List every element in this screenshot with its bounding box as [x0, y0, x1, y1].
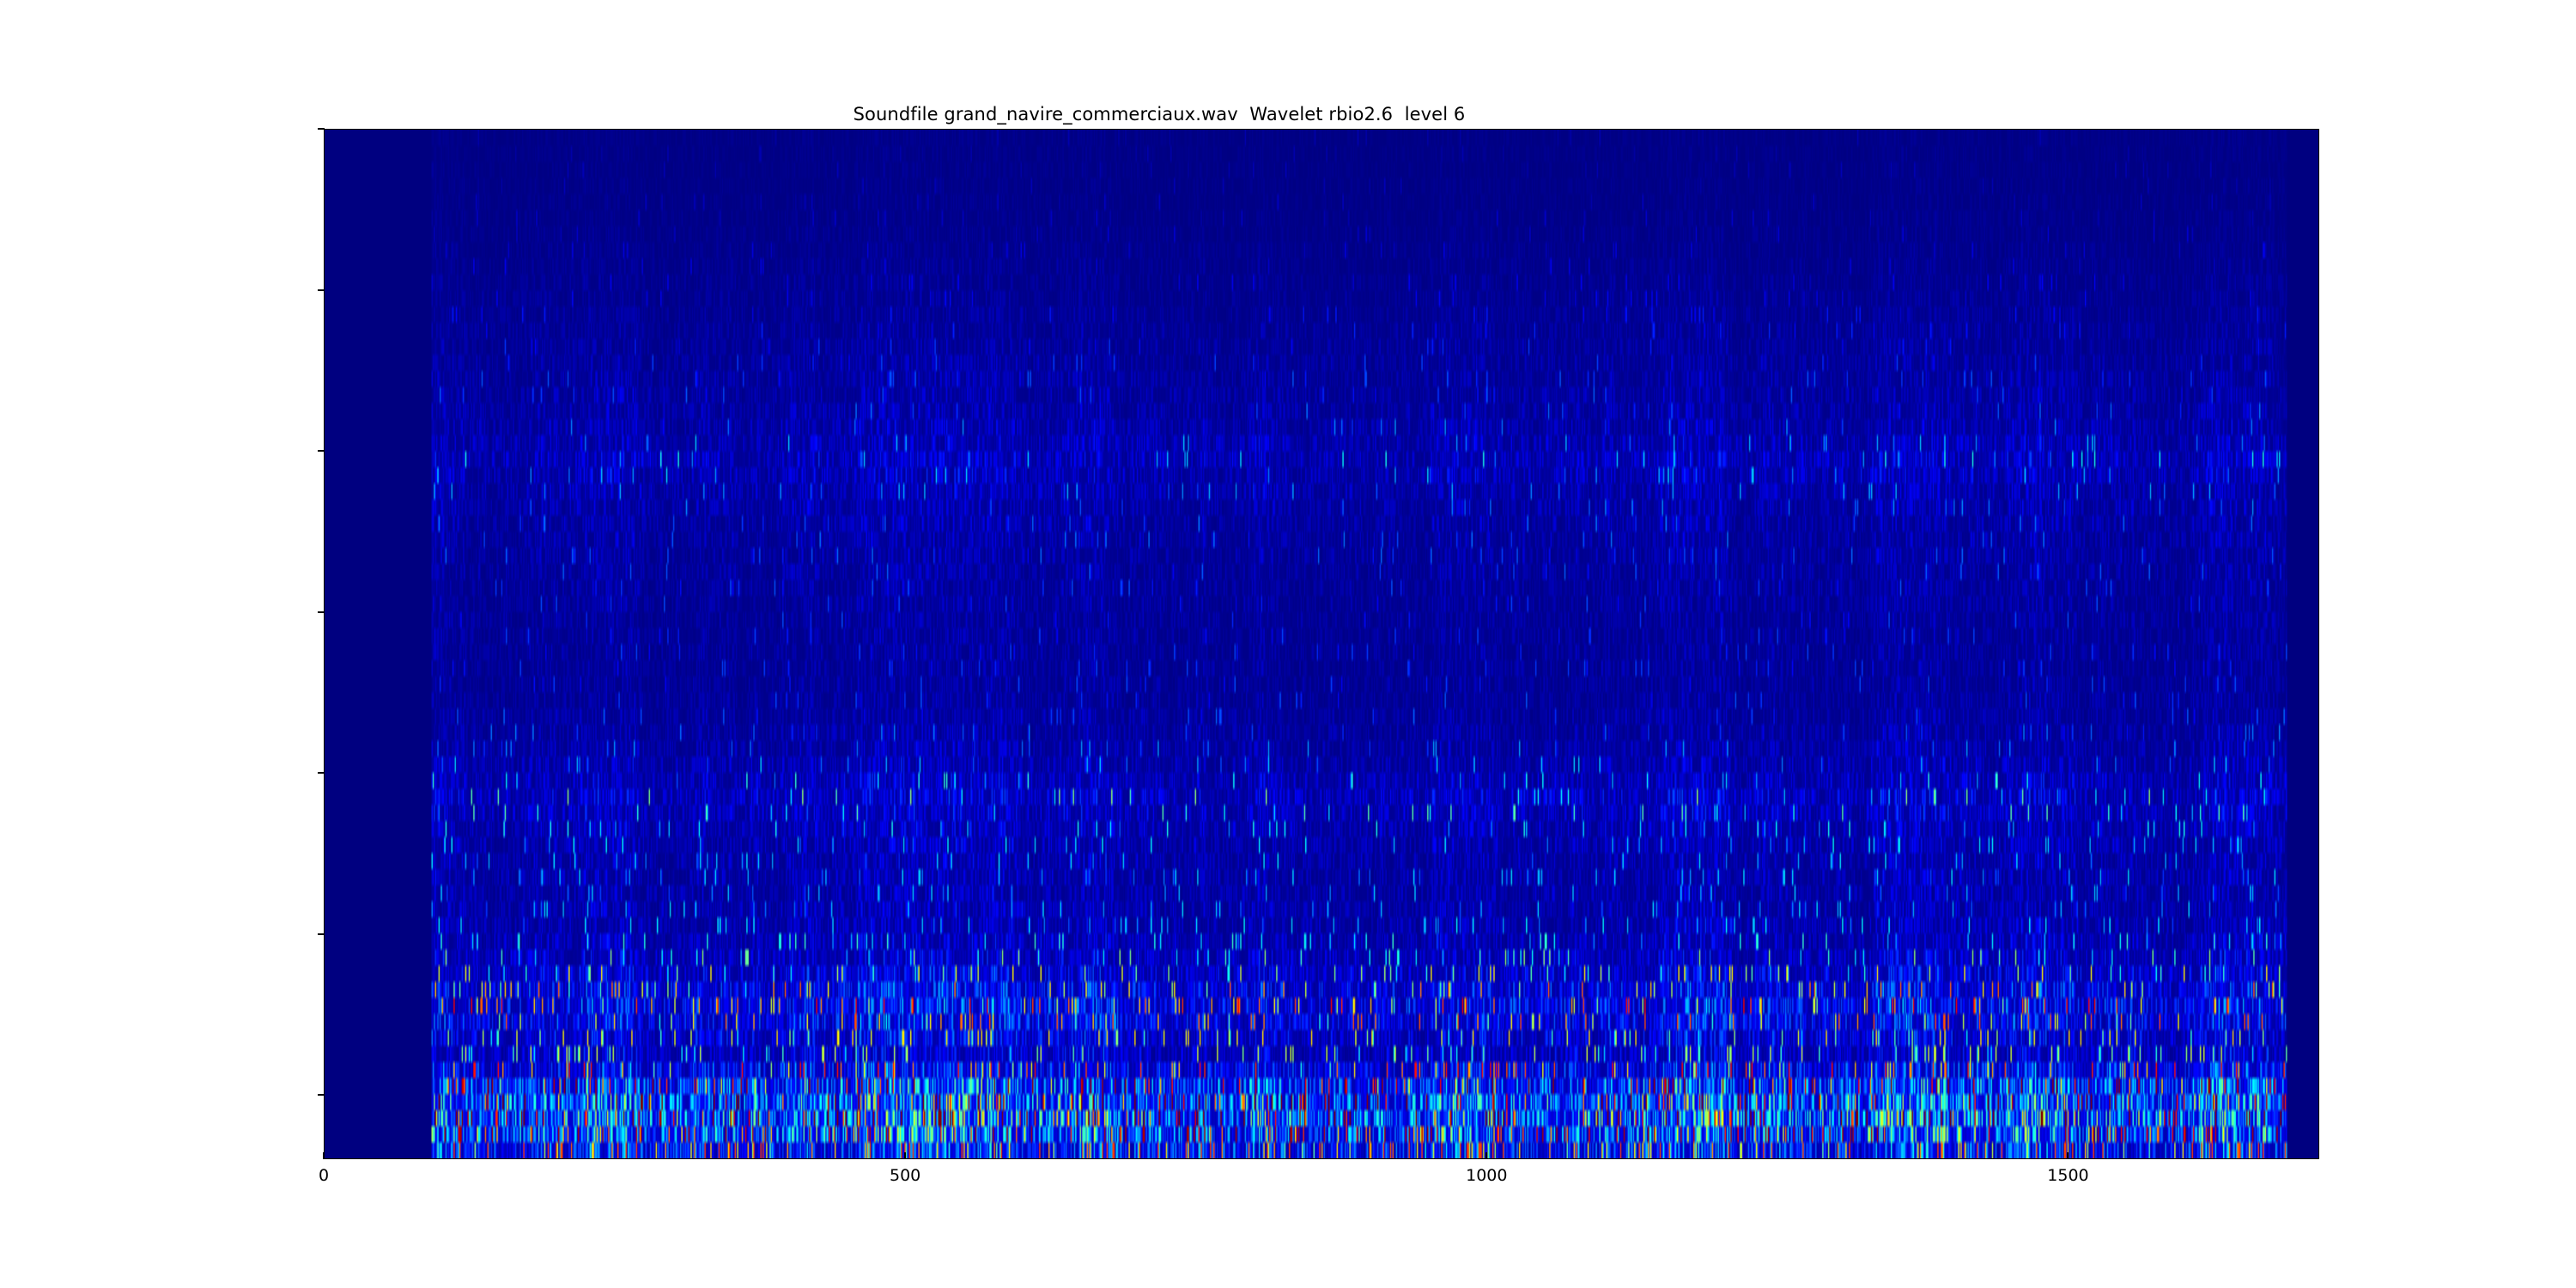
- x-tick-label: 1000: [1466, 1166, 1508, 1185]
- x-tick-mark: [1485, 1152, 1488, 1159]
- page-title: Soundfile grand_navire_commerciaux.wav W…: [853, 104, 1466, 125]
- x-tick-mark: [323, 1152, 325, 1159]
- x-tick-label: 1500: [2047, 1166, 2089, 1185]
- y-tick-mark: [318, 611, 325, 613]
- y-tick-mark: [318, 772, 325, 774]
- x-tick-label: 500: [890, 1166, 921, 1185]
- y-tick-mark: [318, 933, 325, 935]
- heatmap-image[interactable]: [325, 130, 2318, 1158]
- x-tick-label: 0: [318, 1166, 330, 1185]
- y-tick-mark: [318, 1094, 325, 1096]
- x-tick-mark: [2067, 1152, 2069, 1159]
- y-tick-mark: [318, 128, 325, 130]
- y-tick-mark: [318, 289, 325, 291]
- x-tick-mark: [904, 1152, 907, 1159]
- y-tick-mark: [318, 450, 325, 452]
- scalogram-axes[interactable]: [324, 129, 2319, 1159]
